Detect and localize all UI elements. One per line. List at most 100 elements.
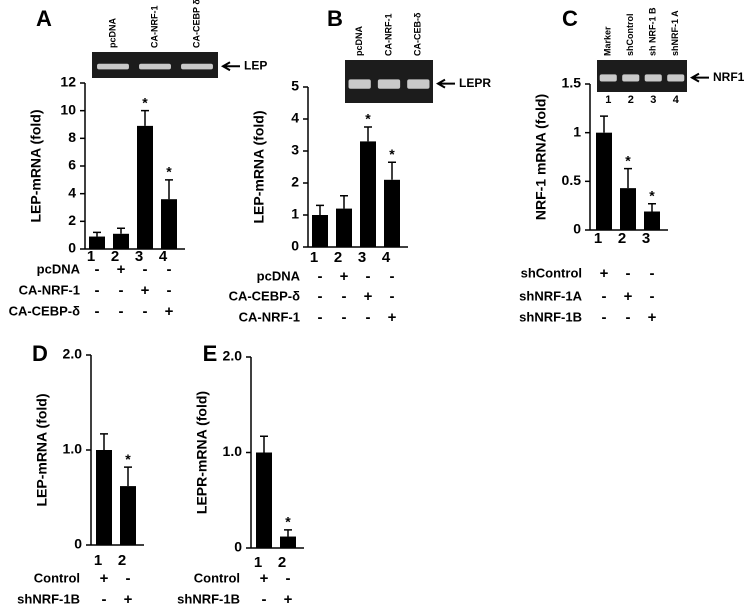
gel-band [377,79,401,89]
bar [96,450,112,545]
treatment-sign: - [95,282,100,299]
treatment-sign: + [340,268,349,285]
treatment-sign: - [167,282,172,299]
treatment-sign: - [318,309,323,326]
y-tick-label: 10 [60,101,76,117]
x-tick-label: 2 [111,248,119,265]
error-bar [624,167,632,189]
y-tick-label: 2 [291,174,299,190]
bar [644,211,660,230]
treatment-sign: - [143,261,148,278]
bar [161,199,177,249]
y-tick-label: 0 [234,539,242,555]
treatment-sign: - [602,309,607,326]
treatment-sign: - [119,303,124,320]
significance-mark: * [389,146,395,162]
treatment-sign: - [602,288,607,305]
gel-band [348,79,371,89]
y-tick-label: 1 [573,123,581,139]
y-tick-label: 0.5 [562,172,582,188]
treatment-sign: - [318,288,323,305]
treatment-label: shNRF-1B [17,591,80,606]
treatment-label: Control [194,570,240,585]
treatment-sign: - [143,303,148,320]
y-axis-label: LEPR-mRNA (fold) [194,391,210,514]
treatment-label: CA-NRF-1 [19,282,80,297]
treatment-sign: - [95,261,100,278]
treatment-sign: - [126,570,131,587]
treatment-label: shNRF-1B [177,591,240,606]
error-bar [124,466,132,487]
gel-lane-label: shControl [625,14,635,57]
error-bar [141,109,149,126]
x-tick-label: 1 [94,552,102,569]
treatment-sign: - [650,288,655,305]
y-tick-label: 5 [291,78,299,94]
x-tick-label: 2 [334,249,342,266]
bar [336,208,352,247]
treatment-sign: - [342,288,347,305]
significance-mark: * [365,111,371,127]
treatment-sign: - [390,268,395,285]
treatment-sign: + [284,591,293,607]
bar [137,125,153,249]
y-tick-label: 8 [68,129,76,145]
gel-lane-label: sh NRF-1 B [648,7,658,56]
gel-lane-number: 3 [650,94,656,106]
treatment-sign: - [366,309,371,326]
y-tick-label: 6 [68,157,76,173]
gel-band [139,63,171,70]
panel-letter: E [203,341,218,366]
gel-target-label: LEP [244,58,267,72]
bar [89,236,105,249]
error-bar [364,126,372,142]
gel-target-label: LEPR [459,76,491,90]
y-tick-label: 0 [74,536,82,552]
bar [280,536,296,548]
treatment-label: CA-NRF-1 [239,309,300,324]
treatment-sign: - [650,265,655,282]
gel-lane-number: 1 [605,94,611,106]
gel-lane-label: shNRF-1 A [670,10,680,56]
treatment-sign: - [626,265,631,282]
gel-band [407,79,430,89]
treatment-sign: + [124,591,133,607]
gel-lane-label: CA-NRF-1 [383,14,393,57]
treatment-sign: + [624,288,633,305]
error-bar [93,231,101,237]
bar [620,188,636,230]
treatment-sign: + [648,309,657,326]
treatment-sign: + [100,570,109,587]
x-tick-label: 2 [278,554,286,571]
y-axis-label: LEP-mRNA (fold) [34,393,50,506]
y-tick-label: 1.5 [562,75,582,91]
treatment-sign: - [95,303,100,320]
y-tick-label: 4 [291,110,299,126]
error-bar [600,115,608,133]
y-tick-label: 1.0 [223,443,243,459]
treatment-label: Control [34,570,80,585]
bar [113,233,129,249]
y-tick-label: 2.0 [223,348,243,364]
gel-lane-label: CA-CEB-δ [413,12,423,56]
gel-band [667,74,685,82]
gel-lane-number: 4 [673,94,680,106]
y-tick-label: 2.0 [63,346,83,362]
gel-lane-label: Marker [603,26,613,56]
treatment-sign: + [117,261,126,278]
x-tick-label: 1 [254,554,262,571]
panel-letter: D [32,341,48,366]
x-tick-label: 3 [358,249,366,266]
bar [384,179,400,247]
y-tick-label: 4 [68,184,76,200]
treatment-sign: - [167,261,172,278]
treatment-sign: + [165,303,174,320]
gel-lane-label: pcDNA [354,25,364,56]
treatment-sign: + [600,265,609,282]
gel-band [644,74,662,82]
gel-band [622,74,640,82]
treatment-sign: - [626,309,631,326]
